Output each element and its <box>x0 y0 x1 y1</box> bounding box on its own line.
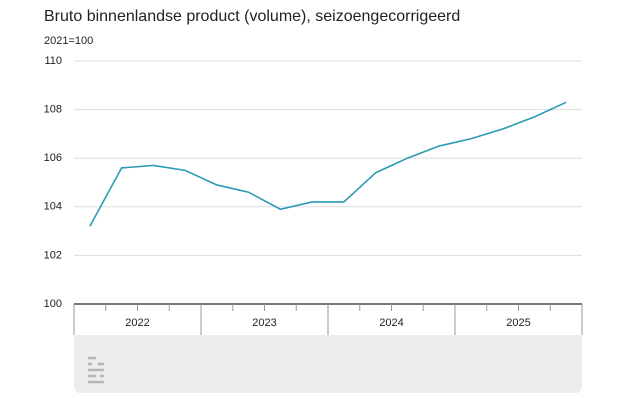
footer-panel <box>74 335 582 393</box>
y-tick-label: 100 <box>44 298 62 310</box>
x-tick-label: 2022 <box>125 317 149 329</box>
x-tick-label: 2024 <box>379 317 403 329</box>
logo <box>88 356 104 384</box>
y-tick-label: 110 <box>44 55 62 67</box>
x-tick-label: 2025 <box>506 317 530 329</box>
y-axis-label: 2021=100 <box>44 35 93 47</box>
y-tick-label: 104 <box>44 201 62 213</box>
chart-title: Bruto binnenlandse product (volume), sei… <box>44 8 460 25</box>
data-line <box>89 101 567 227</box>
y-tick-label: 108 <box>44 104 62 116</box>
y-tick-label: 106 <box>44 152 62 164</box>
x-tick-label: 2023 <box>252 317 276 329</box>
y-tick-label: 102 <box>44 249 62 261</box>
